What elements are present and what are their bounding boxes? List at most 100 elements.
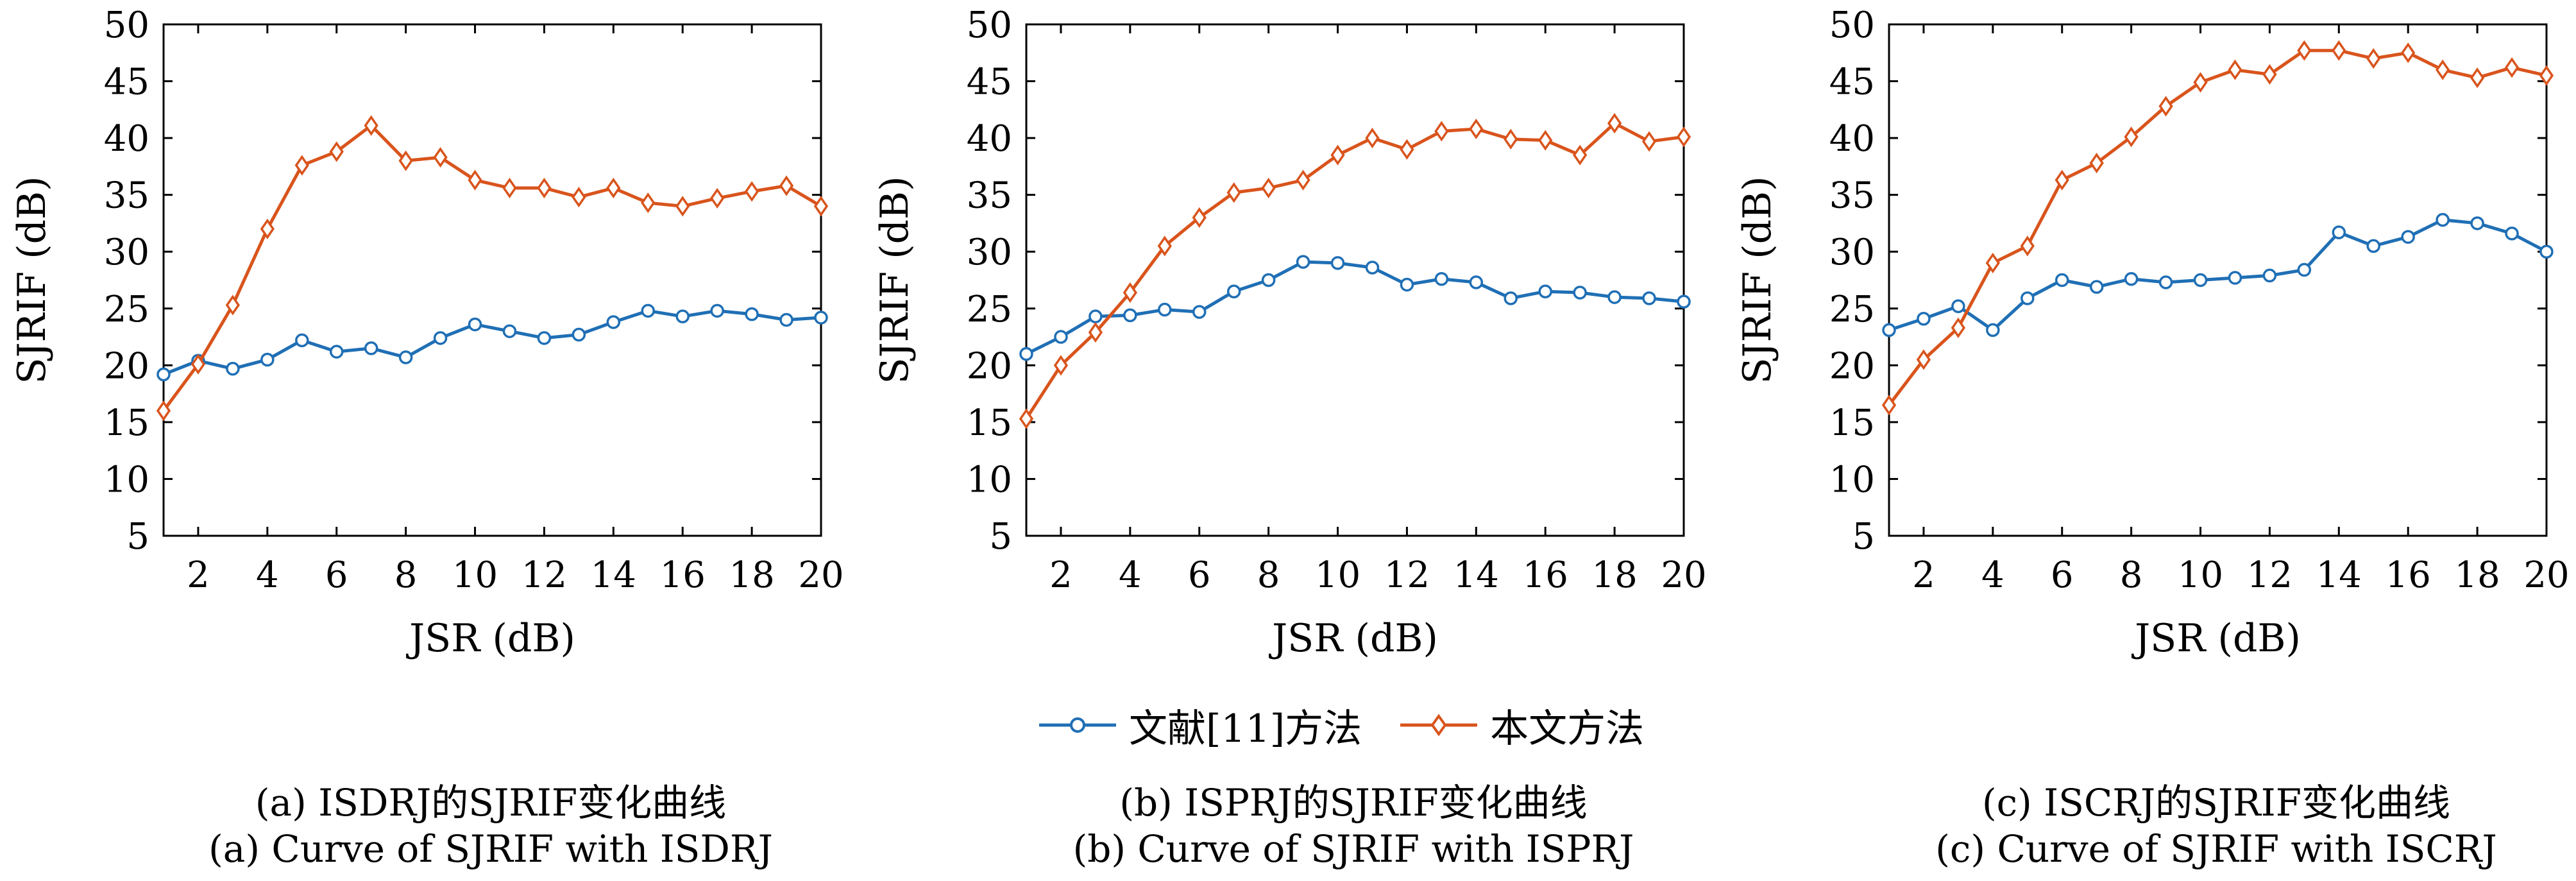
- data-point: [1330, 144, 1345, 166]
- data-point: [1676, 126, 1691, 148]
- caption-c: (c) ISCRJ的SJRIF变化曲线 (c) Curve of SJRIF w…: [1863, 780, 2569, 872]
- series-line: [1024, 121, 1684, 420]
- data-point: [1607, 113, 1622, 134]
- data-point: [745, 307, 759, 321]
- y-tick-label: 50: [104, 4, 149, 46]
- data-point: [537, 177, 552, 199]
- series-line: [1888, 49, 2547, 406]
- data-point: [1192, 207, 1207, 228]
- y-tick-label: 25: [104, 289, 149, 330]
- y-tick-label: 5: [1852, 516, 1875, 558]
- data-point: [1469, 275, 1484, 289]
- y-tick-label: 20: [104, 345, 149, 387]
- data-point: [1296, 255, 1310, 269]
- data-point: [329, 345, 344, 359]
- data-point: [1192, 305, 1207, 319]
- data-point: [191, 354, 206, 375]
- data-point: [2297, 40, 2312, 61]
- data-point: [1538, 284, 1552, 298]
- x-tick-label: 12: [521, 554, 567, 596]
- y-tick-label: 15: [967, 402, 1012, 444]
- y-tick-label: 45: [1829, 62, 1875, 103]
- caption-cn: (b) ISPRJ的SJRIF变化曲线: [1119, 781, 1588, 825]
- y-tick-label: 30: [967, 232, 1012, 273]
- y-tick-label: 20: [1829, 345, 1875, 387]
- data-point: [1538, 130, 1553, 151]
- data-point: [398, 350, 413, 364]
- x-tick-label: 20: [1661, 554, 1706, 596]
- y-tick-label: 10: [1829, 459, 1875, 500]
- x-tick-label: 6: [2051, 554, 2074, 596]
- series-line: [163, 309, 822, 376]
- data-point: [572, 187, 586, 208]
- caption-a: (a) ISDRJ的SJRIF变化曲线 (a) Curve of SJRIF w…: [138, 780, 843, 872]
- data-point: [468, 317, 482, 332]
- y-tick-label: 30: [1829, 232, 1875, 273]
- x-tick-label: 20: [2523, 554, 2569, 596]
- data-point: [1504, 291, 1518, 305]
- data-point: [2505, 227, 2519, 241]
- data-point: [260, 218, 275, 239]
- data-point: [1123, 308, 1137, 323]
- y-tick-label: 40: [967, 118, 1012, 160]
- data-point: [606, 177, 621, 199]
- data-point: [294, 155, 309, 176]
- y-tick-label: 5: [126, 516, 149, 558]
- plot-frame: [162, 23, 822, 537]
- x-tick-label: 10: [2178, 554, 2223, 596]
- data-point: [1123, 282, 1137, 304]
- caption-en: (a) Curve of SJRIF with ISDRJ: [208, 827, 773, 871]
- data-point: [2089, 153, 2104, 174]
- y-tick-label: 45: [967, 62, 1012, 103]
- data-point: [710, 304, 724, 318]
- data-point: [1226, 284, 1241, 298]
- data-point: [1916, 349, 1931, 370]
- data-point: [2332, 225, 2346, 239]
- data-point: [1296, 169, 1310, 191]
- data-point: [1881, 395, 1897, 416]
- y-tick-label: 40: [1829, 118, 1875, 160]
- data-point: [2470, 216, 2484, 230]
- x-tick-label: 20: [798, 554, 843, 596]
- y-tick-label: 25: [1829, 289, 1875, 330]
- legend-label: 文献[11]方法: [1129, 706, 1362, 751]
- data-point: [1642, 291, 1656, 305]
- data-point: [502, 324, 517, 338]
- data-point: [2436, 59, 2450, 80]
- data-point: [2297, 262, 2312, 277]
- data-point: [2158, 96, 2173, 117]
- caption-en: (b) Curve of SJRIF with ISPRJ: [1072, 827, 1634, 871]
- data-point: [1469, 118, 1484, 140]
- data-point: [2262, 268, 2277, 283]
- data-point: [226, 361, 240, 376]
- caption-cn: (a) ISDRJ的SJRIF变化曲线: [255, 781, 727, 825]
- caption-en: (c) Curve of SJRIF with ISCRJ: [1935, 827, 2497, 871]
- data-point: [744, 181, 759, 202]
- legend: 文献[11]方法 本文方法: [1039, 699, 1682, 751]
- y-axis-label: SJRIF (dB): [872, 176, 917, 384]
- data-point: [1261, 177, 1276, 199]
- data-point: [1226, 182, 1241, 203]
- data-point: [779, 312, 793, 327]
- data-point: [2055, 273, 2069, 287]
- data-point: [2401, 230, 2415, 244]
- data-point: [2436, 212, 2450, 227]
- data-point: [2124, 126, 2139, 148]
- y-axis-label: SJRIF (dB): [1735, 176, 1780, 384]
- data-point: [2193, 72, 2208, 93]
- data-point: [1019, 408, 1034, 429]
- x-axis-label: JSR (dB): [2131, 616, 2301, 661]
- data-point: [2332, 40, 2346, 61]
- x-tick-label: 6: [325, 554, 348, 596]
- data-point: [260, 352, 275, 367]
- x-tick-label: 8: [394, 554, 418, 596]
- y-tick-label: 45: [104, 62, 149, 103]
- legend-label: 本文方法: [1490, 706, 1645, 751]
- x-tick-label: 4: [1119, 554, 1142, 596]
- data-point: [1365, 261, 1380, 275]
- y-tick-label: 15: [1829, 402, 1875, 444]
- data-point: [1157, 235, 1172, 257]
- series-line: [1025, 260, 1684, 355]
- data-point: [2539, 65, 2554, 86]
